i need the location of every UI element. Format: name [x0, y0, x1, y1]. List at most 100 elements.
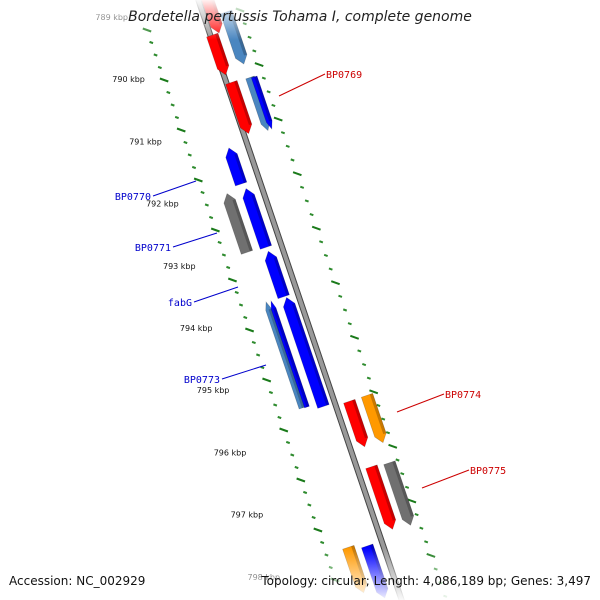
- tick-mark-inner: [209, 215, 214, 220]
- tick-label: 796 kbp: [214, 448, 247, 457]
- tick-mark-inner: [245, 327, 255, 333]
- tick-mark-inner: [313, 527, 323, 533]
- tick-mark-outer: [285, 144, 290, 148]
- tick-mark-inner: [170, 103, 175, 107]
- gene-arrow-reverse: [265, 301, 306, 410]
- tick-mark-inner: [221, 253, 226, 257]
- gene-leader-line: [172, 232, 218, 248]
- gene-arrow-forward: [225, 80, 253, 135]
- tick-mark-outer: [323, 253, 328, 258]
- gene-leader-line: [152, 180, 197, 197]
- tick-mark-outer: [385, 431, 391, 435]
- gene-leader-line: [193, 286, 239, 303]
- tick-mark-outer: [395, 458, 400, 462]
- gene-arrow-reverse: [242, 188, 273, 250]
- gene-arrow-forward: [365, 464, 397, 530]
- accession-text: Accession: NC_002929: [9, 574, 146, 588]
- tick-mark-outer: [357, 349, 362, 353]
- gene-arrow-forward: [250, 75, 273, 130]
- tick-mark-outer: [330, 280, 340, 286]
- tick-mark-outer: [338, 294, 343, 298]
- gene-label[interactable]: BP0775: [470, 466, 506, 477]
- tick-mark-inner: [251, 340, 256, 345]
- tick-mark-outer: [311, 225, 321, 231]
- gene-leader-line: [396, 393, 445, 413]
- gene-arrow-forward: [360, 393, 387, 444]
- tick-mark-outer: [347, 322, 352, 326]
- tick-mark-outer: [407, 498, 417, 504]
- tick-mark-outer: [261, 76, 266, 80]
- tick-mark-inner: [294, 465, 299, 470]
- gene-label[interactable]: BP0774: [445, 390, 481, 401]
- tick-mark-inner: [290, 453, 295, 457]
- gene-arrow-reverse: [264, 250, 290, 300]
- tick-mark-inner: [226, 265, 231, 270]
- tick-mark-inner: [243, 315, 248, 320]
- tick-label: 792 kbp: [146, 200, 179, 209]
- gene-labels: BP0769 BP0770 BP0771 fabG BP0773 BP0774 BP0775: [115, 70, 506, 489]
- tick-mark-outer: [414, 512, 419, 517]
- gene-arrow-forward: [343, 398, 369, 448]
- tick-label: 791 kbp: [129, 137, 162, 146]
- tick-mark-inner: [320, 540, 325, 545]
- backbone: [195, 0, 405, 600]
- tick-mark-outer: [271, 103, 276, 108]
- tick-mark-outer: [342, 308, 348, 312]
- top-fade: [0, 0, 600, 40]
- gene-arrow-reverse: [283, 297, 330, 409]
- tick-mark-outer: [252, 49, 257, 53]
- gene-leader-line: [278, 73, 326, 97]
- gene-label[interactable]: BP0771: [135, 243, 171, 254]
- tick-mark-inner: [285, 440, 291, 445]
- tick-label: 795 kbp: [197, 386, 230, 395]
- gene-arrow-reverse: [225, 147, 248, 187]
- tick-mark-inner: [307, 503, 312, 507]
- tick-mark-inner: [191, 165, 197, 170]
- gene-label[interactable]: BP0773: [184, 375, 220, 386]
- tick-mark-inner: [200, 190, 205, 195]
- tick-mark-inner: [227, 277, 237, 283]
- tick-mark-inner: [176, 127, 186, 133]
- tick-mark-inner: [210, 227, 220, 233]
- tick-mark-inner: [193, 177, 203, 183]
- map-title: Bordetella pertussis Tohama I, complete …: [128, 9, 472, 25]
- tick-mark-outer: [299, 185, 305, 189]
- tick-mark-outer: [388, 443, 398, 449]
- tick-mark-outer: [292, 171, 302, 177]
- tick-mark-inner: [277, 415, 282, 420]
- tick-mark-outer: [424, 540, 429, 544]
- tick-mark-inner: [149, 40, 154, 45]
- tick-ring-outer: [235, 7, 448, 598]
- tick-mark-inner: [238, 303, 244, 307]
- tick-mark-outer: [280, 131, 286, 135]
- tick-mark-inner: [296, 477, 306, 483]
- tick-mark-inner: [279, 427, 289, 433]
- tick-mark-outer: [376, 403, 381, 408]
- bottom-fade: [0, 548, 600, 600]
- tick-mark-inner: [159, 77, 169, 83]
- tick-mark-inner: [260, 365, 265, 370]
- gene-label[interactable]: BP0770: [115, 192, 151, 203]
- tick-mark-outer: [273, 116, 283, 122]
- tick-mark-inner: [183, 140, 188, 145]
- tick-mark-outer: [381, 417, 386, 421]
- tick-mark-outer: [254, 62, 264, 67]
- tick-mark-outer: [309, 212, 314, 217]
- tick-mark-outer: [366, 376, 371, 380]
- gene-label[interactable]: BP0769: [326, 70, 362, 81]
- tick-mark-inner: [234, 290, 239, 295]
- gene-arrow-forward: [383, 460, 415, 526]
- tick-mark-inner: [166, 90, 171, 95]
- tick-mark-inner: [174, 115, 179, 120]
- gene-label[interactable]: fabG: [168, 298, 192, 309]
- gene-leader-line: [221, 364, 267, 380]
- tick-mark-outer: [419, 526, 424, 530]
- tick-mark-inner: [262, 377, 272, 383]
- tick-mark-outer: [404, 485, 410, 489]
- tick-mark-inner: [153, 53, 158, 57]
- tick-label: 790 kbp: [112, 75, 145, 84]
- tick-mark-inner: [157, 65, 162, 70]
- tick-mark-outer: [328, 267, 333, 271]
- tick-label: 793 kbp: [163, 262, 196, 271]
